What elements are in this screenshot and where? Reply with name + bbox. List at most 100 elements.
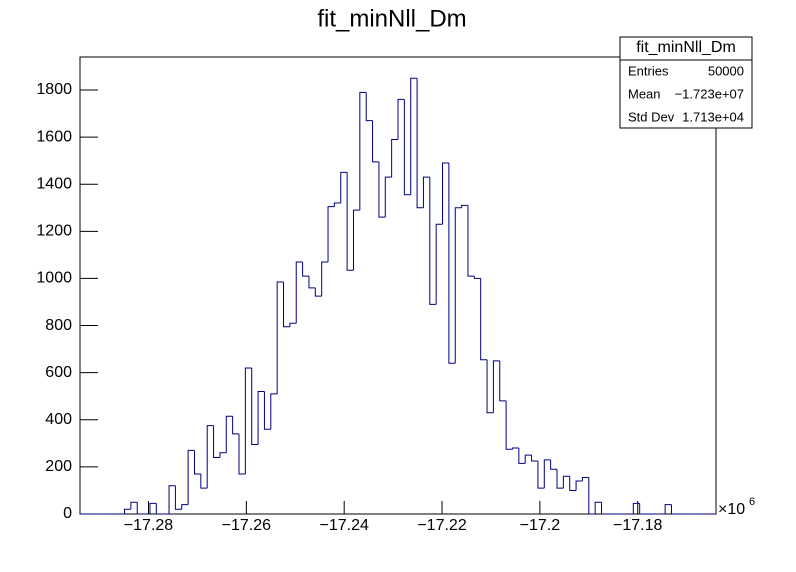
histogram-bin — [486, 359, 494, 414]
histogram-bin — [601, 502, 608, 515]
histogram-bin — [263, 391, 271, 430]
histogram-bin — [550, 459, 557, 470]
histogram-bin — [308, 276, 316, 289]
y-tick-label: 400 — [45, 411, 72, 428]
histogram-bin — [257, 391, 265, 445]
histogram-bin — [333, 202, 341, 207]
histogram-bin — [397, 98, 405, 140]
histogram-bin — [569, 476, 577, 491]
histogram-bin — [461, 204, 468, 208]
histogram-bin — [130, 501, 138, 510]
histogram-bin — [200, 473, 208, 489]
y-tick-label: 200 — [45, 458, 72, 475]
chart-title: fit_minNll_Dm — [317, 5, 466, 32]
histogram-bin — [244, 367, 252, 474]
histogram-bin — [632, 502, 640, 514]
histogram-bin — [225, 415, 233, 453]
histogram-bin — [448, 163, 456, 364]
stats-label: Entries — [628, 63, 669, 78]
histogram-bin — [238, 433, 246, 475]
histogram-bin — [524, 454, 532, 464]
stats-label: Mean — [628, 86, 661, 101]
histogram-bin — [435, 223, 443, 305]
x-multiplier: ×10 — [718, 501, 745, 518]
x-tick-label: −17.28 — [124, 517, 173, 534]
histogram-bin — [365, 92, 373, 122]
histogram-bin — [270, 393, 278, 430]
y-tick-label: 1800 — [36, 81, 72, 98]
histogram-bin — [575, 480, 583, 491]
histogram-bin — [187, 449, 195, 505]
histogram-bin — [372, 120, 379, 163]
histogram-bin — [302, 261, 309, 277]
histogram-bin — [422, 176, 430, 208]
plot-frame — [79, 56, 717, 515]
histogram-bin — [340, 171, 348, 204]
histogram-bin — [359, 91, 367, 211]
histogram-bin — [181, 504, 189, 510]
histogram-bin — [346, 172, 354, 271]
histogram-bin — [251, 367, 259, 446]
stats-value: 50000 — [708, 63, 744, 78]
stats-box: fit_minNll_Dm Entries 50000 Mean −1.723e… — [619, 36, 753, 129]
histogram-bin — [537, 460, 545, 489]
x-tick-label: −17.18 — [613, 517, 662, 534]
histogram-bin — [295, 261, 303, 324]
histogram-bin — [155, 503, 163, 515]
histogram-bin — [556, 469, 564, 489]
histogram-bin — [213, 425, 220, 458]
x-tick-label: −17.24 — [319, 517, 368, 534]
histogram-bin — [136, 502, 144, 515]
histogram-bin — [378, 161, 386, 218]
y-tick-label: 0 — [63, 505, 72, 522]
x-tick-label: −17.2 — [520, 517, 561, 534]
histogram-bin — [581, 476, 589, 482]
histogram-bin — [124, 508, 131, 514]
y-tick-label: 600 — [45, 364, 72, 381]
stats-label: Std Dev — [628, 109, 675, 124]
histogram-bin — [562, 475, 570, 489]
histogram-bin — [511, 447, 519, 450]
histogram-bin — [467, 205, 475, 277]
histogram-bin — [442, 162, 449, 225]
histogram-bin — [639, 503, 647, 515]
histogram-bin — [543, 459, 551, 489]
histogram-bin — [410, 77, 418, 195]
y-tick-label: 1400 — [36, 175, 72, 192]
histogram-bin — [531, 455, 538, 462]
histogram-bin — [314, 287, 322, 297]
x-tick-label: −17.22 — [417, 517, 466, 534]
histogram-bin — [232, 416, 239, 435]
y-tick-label: 800 — [45, 317, 72, 334]
histogram-bin — [321, 261, 329, 297]
histogram-bin — [193, 450, 201, 475]
histogram-bin — [480, 278, 488, 361]
x-multiplier-exponent: 6 — [749, 496, 755, 508]
stats-value: 1.713e+04 — [682, 109, 744, 124]
stats-value: −1.723e+07 — [675, 86, 744, 101]
histogram-bin — [594, 501, 602, 514]
y-tick-label: 1200 — [36, 223, 72, 240]
histogram-bin — [289, 322, 297, 327]
histogram-bin — [429, 177, 437, 305]
histogram-bin — [670, 504, 678, 515]
histogram-bin — [384, 176, 392, 218]
histogram-bin — [492, 360, 500, 413]
histogram-bin — [174, 485, 182, 510]
stats-frame — [619, 36, 753, 129]
histogram-bin — [416, 78, 424, 209]
histogram-bin — [352, 209, 360, 271]
histogram-bin — [499, 360, 507, 402]
histogram-bin — [403, 99, 411, 196]
histogram-bin — [276, 281, 284, 394]
histogram-bin — [283, 281, 290, 328]
histogram-bin — [664, 504, 672, 514]
histogram-bin — [168, 485, 176, 514]
y-tick-label: 1000 — [36, 270, 72, 287]
histogram-bin — [588, 477, 596, 515]
histogram-bin — [206, 425, 214, 489]
histogram-bin — [505, 400, 513, 450]
histogram-bin — [219, 452, 227, 458]
histogram-bin — [454, 207, 462, 364]
